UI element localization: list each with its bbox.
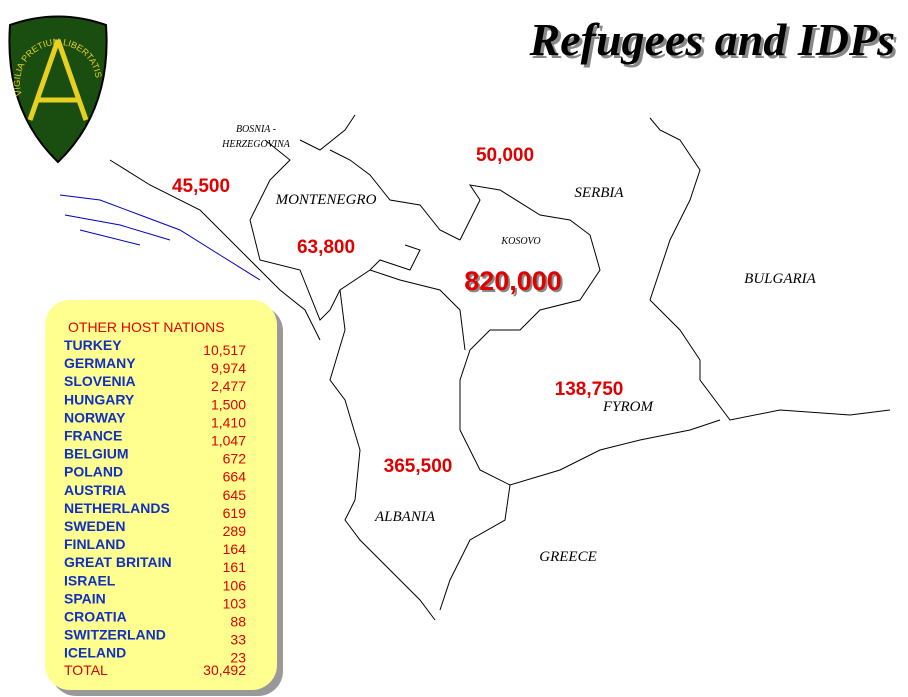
host-nation: CROATIA (64, 609, 127, 625)
count-shadow: 820,000 (466, 268, 564, 298)
host-count: 1,500 (211, 396, 246, 412)
country-label: BULGARIA (744, 271, 816, 287)
host-count: 664 (223, 469, 247, 485)
country-label: BOSNIA - (236, 124, 276, 135)
host-count: 289 (223, 523, 247, 539)
host-nation: AUSTRIA (64, 482, 126, 498)
host-nation: POLAND (64, 464, 123, 480)
table-title: OTHER HOST NATIONS (68, 319, 225, 335)
host-nation: HUNGARY (64, 391, 135, 407)
host-nation: GREAT BRITAIN (64, 554, 172, 570)
host-count: 164 (223, 541, 247, 557)
country-label: MONTENEGRO (275, 192, 377, 208)
host-nation: NORWAY (64, 409, 126, 425)
title-shadow: Refugees and IDPs (532, 17, 898, 68)
host-count: 1,047 (211, 433, 246, 449)
refugee-count: 365,500 (384, 456, 453, 477)
host-nation: ISRAEL (64, 572, 116, 588)
host-count: 33 (230, 632, 246, 648)
country-label: KOSOVO (500, 236, 540, 247)
host-nation: NETHERLANDS (64, 500, 170, 516)
refugee-count: 63,800 (297, 237, 355, 258)
total-count: 30,492 (203, 662, 246, 678)
refugee-count: 50,000 (476, 145, 534, 166)
host-count: 103 (223, 595, 247, 611)
logo: VIGILIA PRETIUM LIBERTATIS (8, 15, 108, 164)
host-count: 88 (230, 614, 246, 630)
host-count: 672 (223, 451, 247, 467)
host-nation: ICELAND (64, 645, 126, 661)
table-box (45, 300, 277, 690)
host-count: 1,410 (211, 414, 246, 430)
total-label: TOTAL (64, 662, 108, 678)
country-label: SERBIA (574, 185, 624, 201)
country-label: ALBANIA (374, 509, 436, 525)
host-count: 10,517 (203, 342, 246, 358)
host-count: 645 (223, 487, 247, 503)
host-count: 9,974 (211, 360, 246, 376)
host-count: 23 (230, 650, 246, 666)
refugee-count: 138,750 (555, 379, 624, 400)
host-count: 2,477 (211, 378, 246, 394)
host-count: 619 (223, 505, 247, 521)
host-nation: SWEDEN (64, 518, 125, 534)
host-nation: GERMANY (64, 355, 136, 371)
country-label: GREECE (539, 549, 597, 565)
host-nation: FINLAND (64, 536, 125, 552)
map-borders (59, 114, 891, 621)
host-count: 106 (223, 577, 247, 593)
host-nation: SPAIN (64, 590, 106, 606)
country-label: FYROM (602, 399, 655, 415)
host-nation: SWITZERLAND (64, 627, 166, 643)
host-nation: TURKEY (64, 337, 122, 353)
title: Refugees and IDPs (529, 14, 895, 65)
host-nation: BELGIUM (64, 446, 129, 462)
refugee-count: 820,000 (464, 266, 562, 296)
country-label: HERZEGOVINA (221, 139, 291, 150)
refugee-count: 45,500 (172, 176, 230, 197)
host-count: 161 (223, 559, 247, 575)
host-nation: FRANCE (64, 428, 122, 444)
host-nation: SLOVENIA (64, 373, 136, 389)
